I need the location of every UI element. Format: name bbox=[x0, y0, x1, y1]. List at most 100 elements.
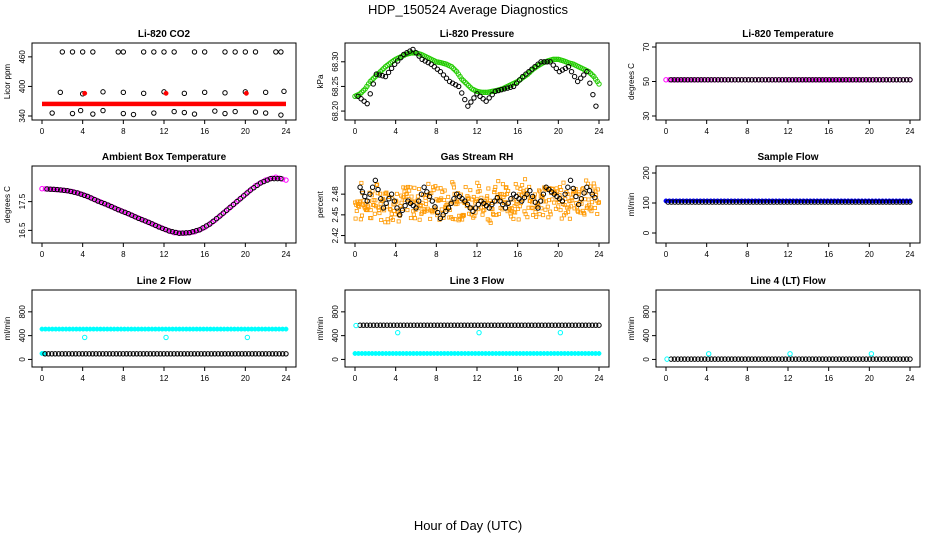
data-point bbox=[816, 356, 822, 362]
data-point bbox=[127, 351, 133, 357]
data-point bbox=[786, 77, 792, 83]
x-tick-label: 24 bbox=[906, 374, 915, 383]
data-point bbox=[201, 351, 208, 357]
data-point bbox=[472, 214, 477, 219]
data-point bbox=[525, 215, 530, 220]
data-point bbox=[569, 204, 574, 209]
data-point bbox=[839, 77, 846, 83]
data-point bbox=[577, 190, 582, 195]
data-point bbox=[212, 351, 218, 357]
data-point bbox=[382, 73, 389, 80]
data-point bbox=[702, 199, 709, 205]
data-point bbox=[367, 322, 373, 328]
x-tick-label: 16 bbox=[200, 250, 209, 259]
data-band bbox=[42, 101, 286, 107]
x-tick-label: 4 bbox=[80, 127, 85, 136]
data-point bbox=[489, 201, 495, 208]
y-tick-label: 17.5 bbox=[18, 193, 27, 209]
data-point bbox=[421, 322, 427, 328]
data-point bbox=[461, 213, 466, 218]
data-point bbox=[374, 322, 380, 328]
data-point bbox=[364, 198, 370, 204]
data-point bbox=[39, 185, 45, 192]
data-point bbox=[590, 91, 596, 98]
data-point bbox=[880, 356, 886, 362]
x-tick-label: 12 bbox=[784, 374, 793, 383]
data-point bbox=[417, 322, 424, 328]
data-point bbox=[678, 77, 684, 83]
data-point bbox=[774, 199, 780, 205]
data-point bbox=[268, 175, 274, 182]
x-tick-label: 12 bbox=[160, 250, 169, 259]
data-point bbox=[468, 99, 474, 105]
data-point bbox=[735, 77, 742, 83]
data-point bbox=[232, 49, 238, 55]
data-point bbox=[811, 199, 818, 205]
data-point bbox=[767, 199, 773, 205]
data-point bbox=[51, 186, 57, 193]
data-point bbox=[461, 322, 468, 328]
data-point bbox=[823, 356, 829, 362]
data-point bbox=[590, 200, 595, 205]
data-point bbox=[559, 322, 565, 328]
data-point bbox=[235, 351, 242, 357]
data-point bbox=[715, 356, 721, 362]
data-point bbox=[552, 200, 557, 205]
data-point bbox=[527, 188, 533, 194]
data-point bbox=[739, 77, 745, 83]
data-point bbox=[566, 322, 572, 328]
data-point bbox=[836, 77, 843, 83]
data-point bbox=[688, 356, 694, 362]
data-point bbox=[789, 356, 795, 362]
data-point bbox=[565, 192, 570, 197]
data-point bbox=[458, 322, 464, 328]
data-point bbox=[501, 86, 508, 92]
data-point bbox=[836, 356, 843, 362]
y-axis-label: degrees C bbox=[3, 186, 12, 223]
x-tick-label: 24 bbox=[595, 127, 604, 136]
x-tick-label: 4 bbox=[704, 127, 709, 136]
plot-title: Line 4 (LT) Flow bbox=[750, 276, 826, 287]
data-point bbox=[582, 322, 589, 328]
data-point bbox=[813, 77, 819, 83]
data-point bbox=[574, 78, 581, 85]
data-point bbox=[567, 216, 572, 221]
y-axis-label: ml/min bbox=[627, 317, 636, 341]
y-tick-label: 0 bbox=[642, 357, 651, 362]
data-point bbox=[772, 356, 779, 362]
data-point bbox=[467, 211, 472, 216]
data-point bbox=[786, 356, 792, 362]
data-point bbox=[383, 191, 388, 196]
data-point bbox=[183, 230, 189, 236]
data-point bbox=[477, 189, 482, 194]
data-point bbox=[398, 54, 404, 61]
data-point bbox=[883, 356, 890, 362]
data-point bbox=[147, 351, 153, 357]
data-point bbox=[118, 208, 125, 214]
data-point bbox=[434, 322, 441, 328]
data-point bbox=[747, 199, 753, 205]
data-point bbox=[685, 77, 691, 83]
x-tick-label: 24 bbox=[595, 374, 604, 383]
data-point bbox=[557, 329, 564, 336]
data-point bbox=[440, 212, 446, 218]
data-point bbox=[386, 220, 391, 225]
series-line2_cyan_dips bbox=[82, 334, 251, 341]
data-point bbox=[493, 184, 498, 189]
data-point bbox=[498, 322, 505, 328]
series-line2_black bbox=[42, 351, 289, 357]
data-point bbox=[691, 356, 698, 362]
data-point bbox=[378, 191, 383, 196]
data-point bbox=[890, 77, 896, 83]
data-point bbox=[157, 351, 164, 357]
data-point bbox=[387, 206, 392, 211]
data-point bbox=[222, 351, 228, 357]
x-tick-label: 12 bbox=[473, 250, 482, 259]
data-point bbox=[866, 77, 873, 83]
data-point bbox=[135, 215, 142, 222]
data-point bbox=[370, 322, 377, 328]
data-point bbox=[201, 89, 208, 96]
data-point bbox=[140, 90, 147, 97]
data-point bbox=[130, 111, 137, 118]
data-point bbox=[103, 351, 109, 357]
